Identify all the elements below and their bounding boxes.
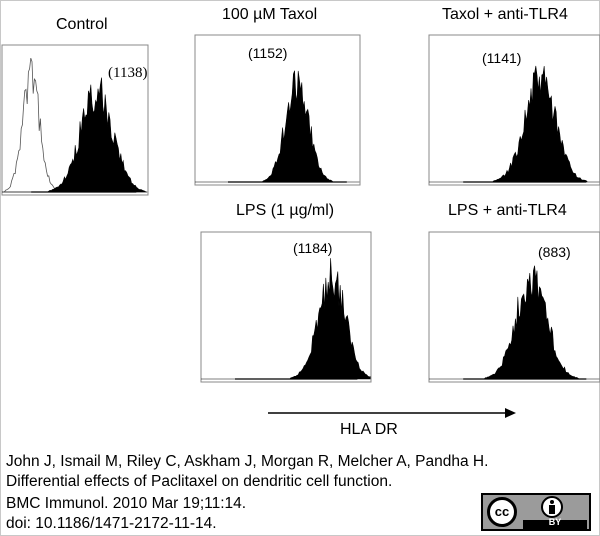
histogram-plot <box>428 34 600 186</box>
histogram-plot <box>1 44 149 196</box>
plot-frame <box>1 44 149 196</box>
mfi-label: (883) <box>538 244 571 260</box>
panel-title: 100 µM Taxol <box>222 6 318 23</box>
panel-title: LPS + anti-TLR4 <box>448 202 567 219</box>
citation-journal: BMC Immunol. 2010 Mar 19;11:14. <box>6 495 247 512</box>
histogram-panel-taxol-anti-tlr4: Taxol + anti-TLR4 (1141) <box>420 0 600 200</box>
plot-frame <box>194 34 361 186</box>
histogram-panel-taxol: 100 µM Taxol (1152) <box>190 0 390 200</box>
plot-frame <box>200 231 372 383</box>
histogram-filled-series <box>195 70 360 183</box>
histogram-panel-lps: LPS (1 µg/ml) (1184) <box>190 200 390 390</box>
x-axis-label: HLA DR <box>340 421 398 438</box>
mfi-label: (1138) <box>108 65 148 81</box>
citation-authors: John J, Ismail M, Riley C, Askham J, Mor… <box>6 453 489 470</box>
mfi-label: (1184) <box>293 240 333 256</box>
histogram-filled-series <box>201 258 371 380</box>
attribution-person-icon <box>541 496 563 518</box>
by-label: BY <box>548 517 562 527</box>
citation-title: Differential effects of Paclitaxel on de… <box>6 473 393 490</box>
panel-title: Control <box>56 16 108 33</box>
histogram-filled-series <box>429 265 600 380</box>
plot-frame <box>428 34 600 186</box>
panel-title: LPS (1 µg/ml) <box>236 202 335 219</box>
by-strip: BY <box>523 517 587 529</box>
histogram-panel-control: Control (1138) <box>0 0 170 200</box>
histogram-filled-series <box>429 65 600 183</box>
panel-title: Taxol + anti-TLR4 <box>442 6 568 23</box>
histogram-panel-lps-anti-tlr4: LPS + anti-TLR4 (883) <box>420 200 600 390</box>
mfi-label: (1152) <box>248 45 288 61</box>
histogram-filled-series <box>2 77 148 193</box>
cc-by-license-badge[interactable]: cc BY <box>481 493 591 531</box>
citation-doi: doi: 10.1186/1471-2172-11-14. <box>6 515 217 532</box>
plot-frame <box>428 231 600 383</box>
histogram-plot <box>194 34 361 186</box>
cc-icon: cc <box>487 497 517 527</box>
histogram-plot <box>428 231 600 383</box>
histogram-plot <box>200 231 372 383</box>
mfi-label: (1141) <box>482 50 522 66</box>
